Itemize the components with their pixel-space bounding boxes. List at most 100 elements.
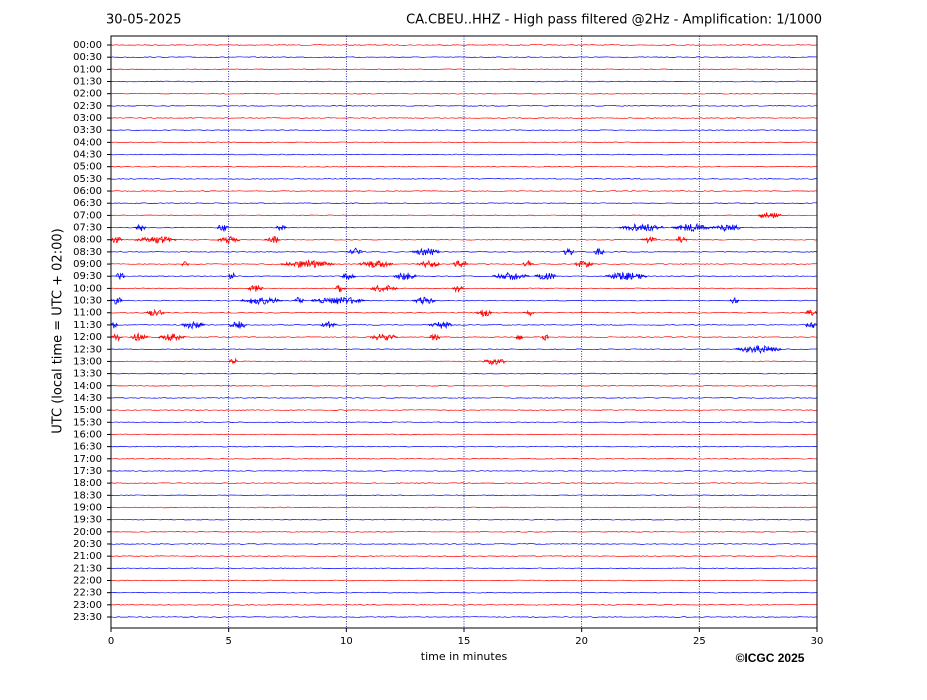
y-tick-label: 19:00 — [73, 502, 102, 513]
y-tick-label: 18:00 — [73, 478, 102, 489]
trace — [110, 458, 818, 460]
seismic-burst — [729, 296, 740, 304]
y-tick-label: 11:30 — [73, 320, 102, 331]
seismic-burst — [482, 358, 507, 366]
seismic-burst — [247, 284, 264, 292]
y-tick-label: 07:30 — [73, 223, 102, 234]
trace — [110, 263, 818, 265]
trace — [110, 543, 818, 545]
seismic-burst — [491, 271, 530, 280]
seismic-burst — [263, 235, 281, 244]
trace — [110, 56, 818, 58]
seismic-burst — [411, 296, 436, 306]
y-tick-label: 18:30 — [73, 490, 102, 501]
y-tick-label: 16:00 — [73, 429, 102, 440]
y-tick-label: 14:00 — [73, 381, 102, 392]
trace — [110, 80, 818, 83]
seismic-burst — [640, 235, 657, 244]
trace — [110, 105, 818, 107]
y-tick-label: 00:00 — [73, 40, 102, 51]
plot-frame — [110, 35, 818, 629]
x-tick-label: 30 — [811, 636, 824, 647]
y-tick-label: 17:00 — [73, 454, 102, 465]
seismic-burst — [341, 273, 356, 281]
trace — [110, 44, 818, 46]
seismic-burst — [228, 271, 237, 280]
y-tick-label: 21:30 — [73, 563, 102, 574]
trace — [110, 397, 818, 399]
seismic-burst — [228, 321, 247, 329]
seismic-burst — [416, 259, 441, 269]
x-tick-label: 15 — [458, 636, 471, 647]
seismic-burst — [110, 236, 123, 244]
trace — [110, 433, 818, 436]
seismic-burst — [216, 235, 241, 244]
trace — [110, 238, 818, 241]
trace — [110, 348, 818, 351]
trace — [110, 372, 818, 375]
trace — [110, 567, 818, 570]
y-axis-label: UTC (local time = UTC + 02:00) — [51, 228, 66, 433]
seismic-burst — [228, 357, 239, 365]
seismic-burst — [604, 271, 648, 280]
y-tick-label: 06:30 — [73, 198, 102, 209]
seismic-burst — [294, 296, 304, 304]
seismic-burst — [675, 235, 688, 244]
seismic-burst — [412, 247, 441, 256]
seismic-burst — [146, 308, 165, 317]
seismic-burst — [181, 261, 189, 267]
y-tick-label: 01:00 — [73, 64, 102, 75]
trace — [110, 506, 818, 509]
y-tick-label: 08:30 — [73, 247, 102, 258]
y-tick-label: 14:30 — [73, 393, 102, 404]
seismic-burst — [734, 344, 782, 355]
trace — [110, 604, 818, 606]
credit: ©ICGC 2025 — [736, 651, 805, 665]
y-tick-label: 05:00 — [73, 162, 102, 173]
seismic-burst — [310, 297, 366, 305]
trace — [110, 190, 818, 192]
y-tick-label: 10:30 — [73, 296, 102, 307]
trace — [110, 360, 818, 363]
x-tick-label: 20 — [575, 636, 588, 647]
y-tick-label: 19:30 — [73, 515, 102, 526]
y-tick-label: 15:00 — [73, 405, 102, 416]
trace — [110, 591, 818, 594]
y-tick-label: 17:30 — [73, 466, 102, 477]
trace — [110, 421, 818, 424]
trace — [110, 178, 818, 180]
y-tick-label: 04:30 — [73, 150, 102, 161]
seismic-burst — [515, 334, 524, 341]
seismic-burst — [619, 222, 664, 232]
trace — [110, 165, 818, 168]
trace — [110, 494, 818, 497]
seismic-burst — [134, 223, 147, 232]
seismic-burst — [757, 212, 782, 219]
trace — [110, 385, 818, 387]
seismic-burst — [393, 272, 417, 281]
seismic-burst — [369, 333, 399, 342]
trace — [110, 470, 818, 472]
trace — [110, 117, 818, 119]
y-tick-label: 10:00 — [73, 283, 102, 294]
trace — [110, 445, 818, 448]
trace — [110, 141, 818, 144]
seismic-burst — [522, 309, 535, 317]
seismic-burst — [593, 247, 605, 255]
seismic-burst — [357, 259, 394, 268]
seismic-burst — [804, 309, 817, 317]
seismic-burst — [710, 223, 742, 233]
seismic-burst — [541, 334, 550, 342]
x-axis-label: time in minutes — [421, 650, 508, 663]
seismic-burst — [157, 333, 187, 342]
seismic-burst — [110, 333, 123, 342]
x-tick-label: 0 — [108, 636, 114, 647]
trace — [110, 518, 818, 521]
y-tick-label: 23:00 — [73, 600, 102, 611]
seismic-burst — [181, 320, 206, 330]
trace — [110, 129, 818, 131]
y-tick-label: 08:00 — [73, 235, 102, 246]
trace — [110, 92, 818, 95]
trace — [110, 202, 818, 204]
